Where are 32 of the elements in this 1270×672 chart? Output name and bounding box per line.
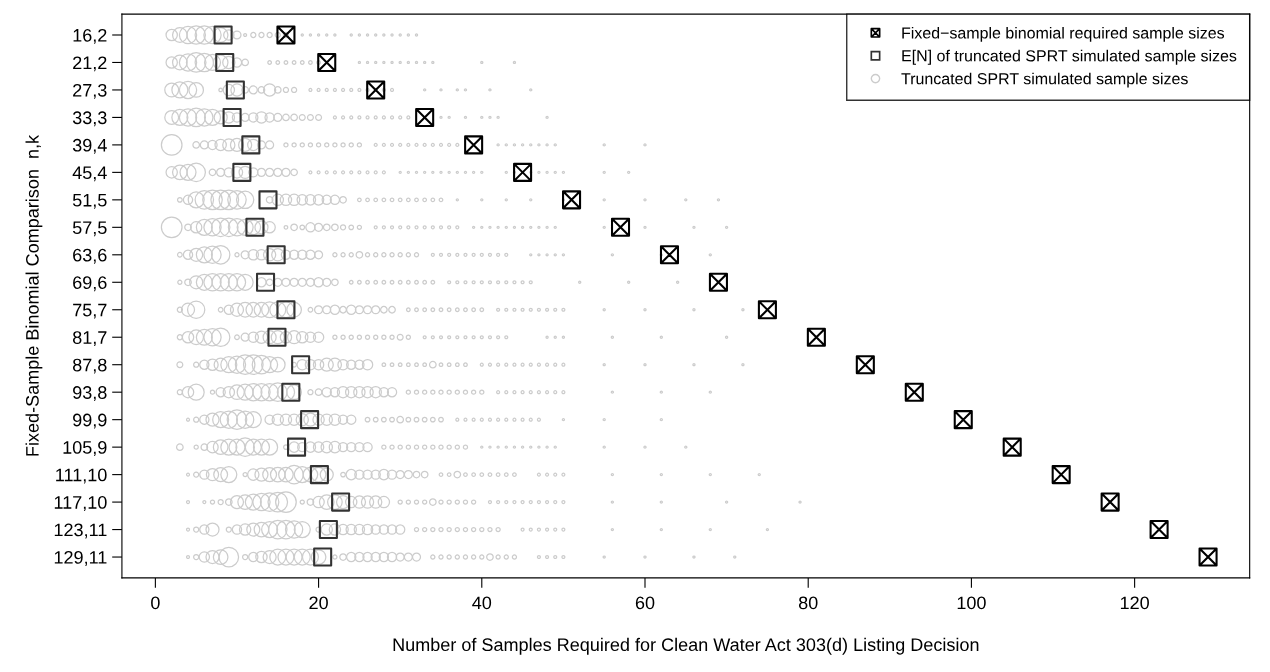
y-tick-label: 105,9 [63, 441, 107, 456]
x-tick-label: 60 [635, 596, 655, 610]
y-tick-label: 21,2 [73, 56, 107, 72]
x-tick-label: 20 [309, 596, 328, 610]
y-tick-label: 81,7 [72, 331, 107, 347]
x-tick-label: 120 [1120, 596, 1149, 610]
y-tick-label: 63,6 [73, 248, 107, 264]
y-tick-label: 27,3 [73, 83, 107, 99]
y-tick-label: 129,11 [54, 550, 107, 566]
y-tick-label: 39,4 [72, 138, 107, 154]
y-tick-label: 87,8 [72, 358, 107, 374]
y-tick-label: 117,10 [54, 496, 107, 511]
y-tick-label: 57,5 [72, 221, 107, 237]
x-axis-title: Number of Samples Required for Clean Water Act 303(d) Listing Decision [393, 637, 979, 655]
x-tick-label: 40 [472, 596, 492, 610]
y-tick-label: 45,4 [72, 166, 107, 182]
y-tick-label: 75,7 [73, 303, 107, 319]
y-tick-label: 123,11 [54, 523, 107, 539]
y-tick-label: 69,6 [73, 276, 107, 292]
x-tick-label: 100 [957, 596, 986, 610]
y-tick-label: 16,2 [73, 28, 107, 44]
y-tick-label: 99,9 [73, 413, 107, 429]
y-tick-label: 33,3 [72, 111, 107, 127]
x-tick-label: 0 [151, 596, 160, 610]
y-tick-label: 111,10 [56, 468, 107, 484]
legend-label: E[N] of truncated SPRT simulated sample sizes [902, 49, 1237, 65]
y-tick-label: 51,5 [72, 193, 107, 209]
legend-label: Fixed−sample binomial required sample sizes [902, 26, 1225, 42]
legend-label: Truncated SPRT simulated sample sizes [901, 72, 1188, 88]
x-tick-label: 80 [798, 596, 818, 610]
y-tick-label: 93,8 [73, 386, 107, 402]
y-axis-title: Fixed-Sample Binomial Comparison n,k [25, 134, 43, 456]
